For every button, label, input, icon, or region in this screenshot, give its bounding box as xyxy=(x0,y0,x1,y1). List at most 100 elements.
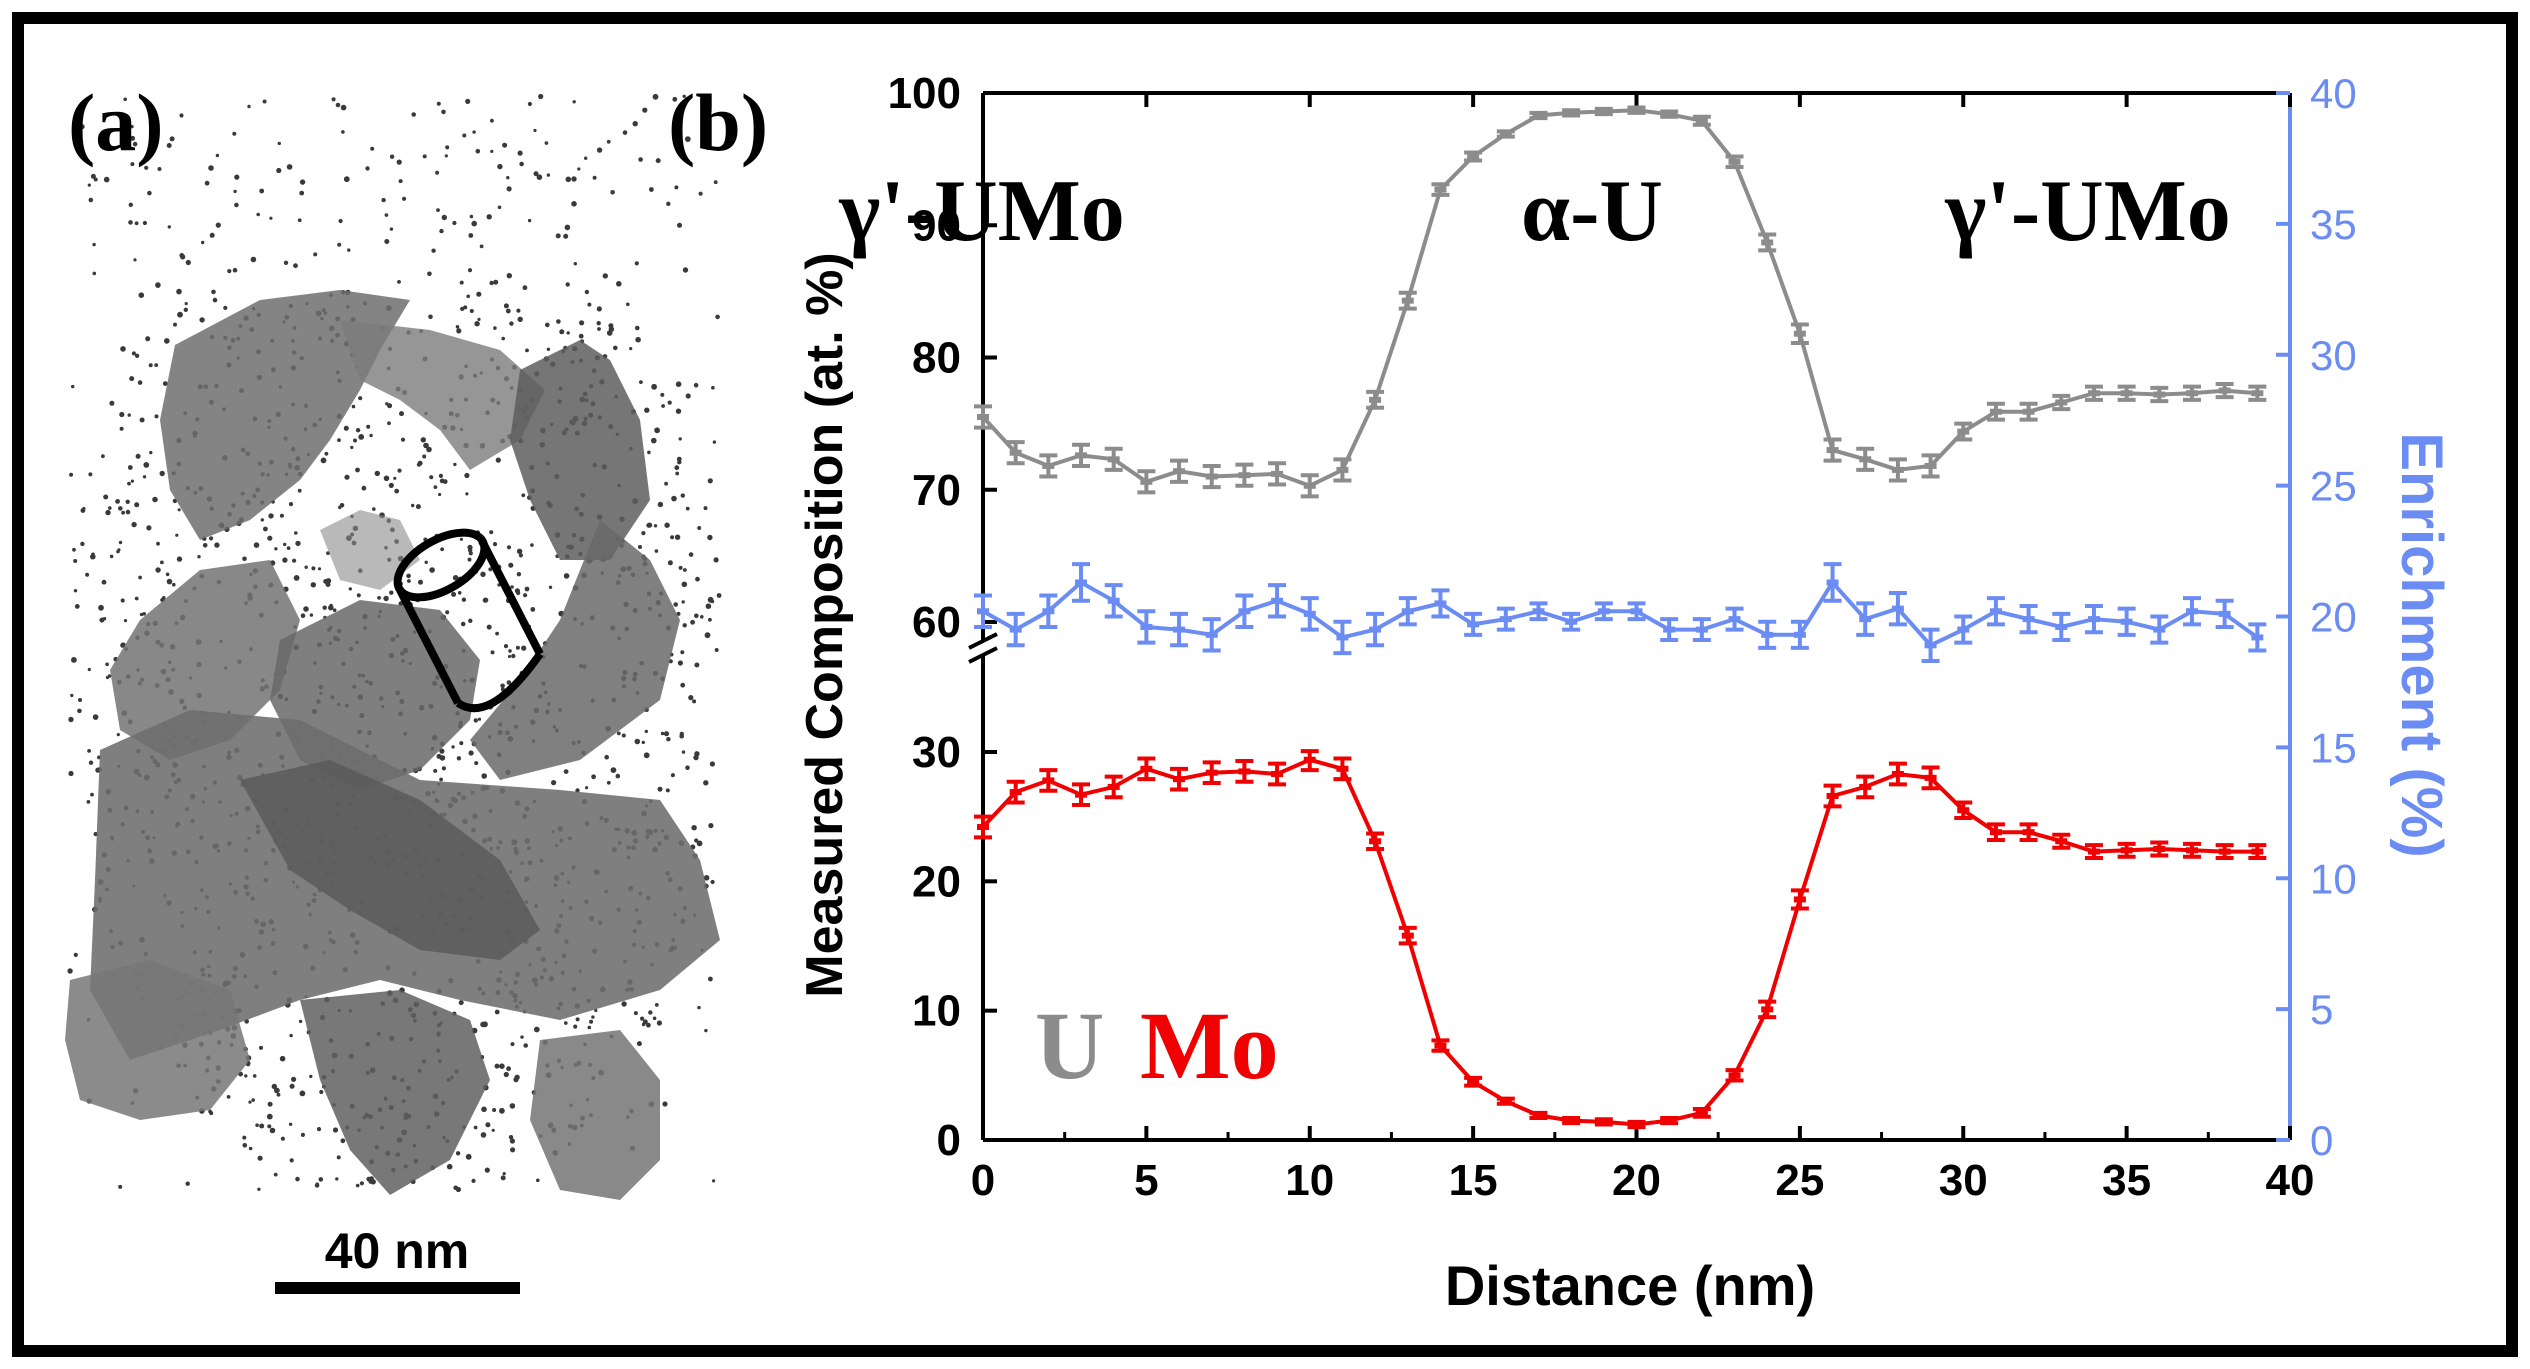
atom-point xyxy=(90,792,94,797)
atom-point xyxy=(115,499,120,504)
atom-point xyxy=(172,582,176,587)
atom-point xyxy=(544,141,549,145)
atom-point xyxy=(508,1135,514,1140)
atom-point xyxy=(99,617,105,623)
atom-point xyxy=(355,467,360,473)
atom-point xyxy=(621,733,626,738)
atom-point xyxy=(460,621,466,627)
data-point-mo xyxy=(2120,847,2133,854)
atom-point xyxy=(533,1026,540,1033)
atom-point xyxy=(248,1146,253,1151)
atom-point xyxy=(456,756,462,761)
data-point-enrichment xyxy=(977,608,989,615)
atom-point xyxy=(688,552,694,557)
atom-point xyxy=(129,376,135,382)
y2-tick-label: 0 xyxy=(2310,1117,2333,1164)
isosurface-regions xyxy=(65,290,720,1200)
data-point-mo xyxy=(1238,768,1251,775)
atom-point xyxy=(300,1132,305,1137)
atom-point xyxy=(247,104,251,109)
data-point-enrichment xyxy=(2055,623,2068,630)
atom-point xyxy=(546,347,551,351)
atom-point xyxy=(453,462,457,467)
atom-point xyxy=(509,1103,516,1109)
atom-point xyxy=(344,474,350,480)
atom-point xyxy=(678,565,683,570)
atom-point xyxy=(131,521,137,528)
series-u xyxy=(974,105,2267,499)
atom-point xyxy=(709,761,716,767)
data-point-mo xyxy=(1205,769,1218,776)
atom-point xyxy=(304,565,308,569)
atom-point xyxy=(703,780,709,786)
atom-point xyxy=(147,190,152,196)
atom-point xyxy=(267,535,273,541)
atom-point xyxy=(497,163,503,170)
atom-point xyxy=(71,384,75,389)
atom-point xyxy=(309,613,314,617)
atom-point xyxy=(466,294,471,299)
atom-point xyxy=(680,493,685,498)
atom-point xyxy=(130,135,136,141)
data-point-enrichment xyxy=(1303,610,1316,617)
atom-point xyxy=(185,1181,190,1186)
atom-point xyxy=(536,174,543,180)
atom-point xyxy=(159,470,165,477)
atom-point xyxy=(677,222,682,228)
atom-point xyxy=(297,218,302,223)
atom-point xyxy=(248,1100,252,1104)
atom-point xyxy=(209,536,214,541)
atom-point xyxy=(283,542,287,547)
atom-point xyxy=(608,326,615,332)
atom-point xyxy=(295,1176,300,1182)
atom-point xyxy=(452,220,457,226)
atom-point xyxy=(467,268,473,273)
atom-point xyxy=(109,554,114,559)
atom-point xyxy=(519,161,524,167)
atom-point xyxy=(480,1132,487,1138)
data-point-enrichment xyxy=(1597,608,1610,615)
atom-point xyxy=(262,99,267,104)
atom-point xyxy=(455,1151,461,1156)
atom-point xyxy=(109,400,115,406)
y-tick-label: 90 xyxy=(912,201,961,250)
atom-point xyxy=(584,156,588,160)
atom-point xyxy=(370,146,375,151)
atom-point xyxy=(660,392,665,397)
atom-point xyxy=(591,774,596,780)
atom-point xyxy=(492,542,498,547)
data-point-enrichment xyxy=(2153,626,2166,633)
y2-tick-label: 25 xyxy=(2310,463,2357,510)
data-point-mo xyxy=(2055,838,2068,845)
atom-point xyxy=(616,281,622,287)
atom-point xyxy=(516,548,523,554)
atom-point xyxy=(438,492,442,497)
data-point-mo xyxy=(1532,1112,1545,1119)
data-point-enrichment xyxy=(1761,631,1774,638)
atom-point xyxy=(663,731,670,737)
atom-point xyxy=(233,189,237,194)
atom-point xyxy=(480,571,486,577)
atom-point xyxy=(134,221,139,226)
atom-point xyxy=(675,471,680,476)
atom-point xyxy=(156,541,160,546)
atom-point xyxy=(465,1153,472,1160)
atom-point xyxy=(119,411,125,418)
data-point-enrichment xyxy=(2218,610,2231,617)
atom-point xyxy=(288,1122,293,1127)
atom-point xyxy=(606,780,611,785)
data-point-enrichment xyxy=(1826,579,1839,586)
atom-point xyxy=(428,314,433,320)
atom-point xyxy=(144,165,149,170)
atom-point xyxy=(130,124,134,129)
atom-point xyxy=(546,173,551,177)
data-point-u xyxy=(1303,482,1316,489)
data-point-u xyxy=(1891,466,1904,473)
atom-point xyxy=(260,518,264,522)
atom-point xyxy=(652,1016,657,1021)
atom-point xyxy=(458,1000,464,1006)
atom-point xyxy=(108,506,112,510)
atom-point xyxy=(105,675,110,680)
atom-point xyxy=(657,786,663,792)
data-point-enrichment xyxy=(1336,634,1349,641)
